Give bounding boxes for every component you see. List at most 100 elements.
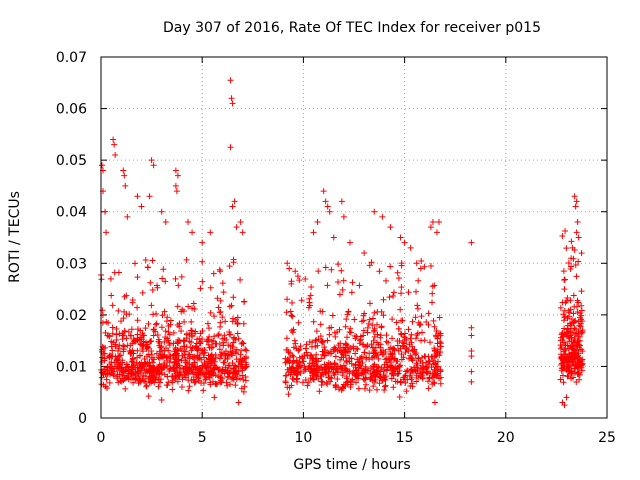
data-point <box>219 367 226 374</box>
data-point <box>557 304 564 311</box>
data-point <box>216 346 223 353</box>
data-point <box>297 343 304 350</box>
data-point <box>307 352 314 359</box>
data-point <box>285 391 292 398</box>
data-point <box>568 238 575 245</box>
data-point <box>147 374 154 381</box>
data-point <box>310 376 317 383</box>
data-point <box>321 352 328 359</box>
data-point <box>344 348 351 355</box>
data-point <box>371 333 378 340</box>
data-point <box>306 295 313 302</box>
data-point <box>408 354 415 361</box>
data-point <box>331 360 338 367</box>
data-point <box>383 355 390 362</box>
data-point <box>117 352 124 359</box>
data-point <box>129 296 136 303</box>
data-point <box>103 229 110 236</box>
data-point <box>564 294 571 301</box>
data-point <box>401 333 408 340</box>
data-point <box>433 352 440 359</box>
data-point <box>209 356 216 363</box>
data-point <box>378 324 385 331</box>
data-point <box>561 286 568 293</box>
data-point <box>324 337 331 344</box>
data-point <box>562 227 569 234</box>
data-point <box>219 375 226 382</box>
data-point <box>122 385 129 392</box>
data-point <box>362 375 369 382</box>
data-point <box>352 350 359 357</box>
data-point <box>432 353 439 360</box>
data-point <box>229 348 236 355</box>
data-point <box>218 349 225 356</box>
data-point <box>364 324 371 331</box>
data-point <box>199 347 206 354</box>
data-point <box>366 262 373 269</box>
data-point <box>382 356 389 363</box>
data-point <box>137 378 144 385</box>
data-point <box>218 352 225 359</box>
data-point <box>309 355 316 362</box>
data-point <box>197 285 204 292</box>
data-point <box>114 348 121 355</box>
data-point <box>223 379 230 386</box>
data-point <box>571 193 578 200</box>
data-point <box>560 357 567 364</box>
data-point <box>408 331 415 338</box>
data-point <box>366 387 373 394</box>
data-point <box>243 355 250 362</box>
data-point <box>169 386 176 393</box>
data-point <box>571 370 578 377</box>
data-point <box>317 333 324 340</box>
data-point <box>468 347 475 354</box>
data-point <box>134 304 141 311</box>
data-point <box>344 378 351 385</box>
data-point <box>191 305 198 312</box>
data-point <box>175 372 182 379</box>
data-point <box>397 362 404 369</box>
data-point <box>328 375 335 382</box>
data-point <box>228 302 235 309</box>
data-point <box>113 325 120 332</box>
data-point <box>227 144 234 151</box>
data-point <box>143 382 150 389</box>
data-point <box>116 330 123 337</box>
data-point <box>396 367 403 374</box>
data-point <box>371 378 378 385</box>
data-point <box>468 332 475 339</box>
data-point <box>396 394 403 401</box>
y-tick-label: 0.02 <box>56 308 87 324</box>
data-point <box>398 356 405 363</box>
data-point <box>425 378 432 385</box>
data-point <box>321 365 328 372</box>
data-point <box>121 343 128 350</box>
data-point <box>575 258 582 265</box>
data-point <box>391 345 398 352</box>
data-point <box>112 151 119 158</box>
data-point <box>118 318 125 325</box>
data-point <box>162 328 169 335</box>
data-point <box>284 296 291 303</box>
data-point <box>560 372 567 379</box>
data-point <box>164 373 171 380</box>
data-point <box>129 357 136 364</box>
data-point <box>575 299 582 306</box>
data-point <box>189 354 196 361</box>
data-point <box>297 370 304 377</box>
data-point <box>403 368 410 375</box>
data-point <box>138 203 145 210</box>
data-point <box>426 357 433 364</box>
data-point <box>339 286 346 293</box>
data-point <box>310 318 317 325</box>
data-point <box>339 384 346 391</box>
data-point <box>565 260 572 267</box>
data-point <box>376 380 383 387</box>
data-point <box>361 385 368 392</box>
data-point <box>355 385 362 392</box>
data-point <box>408 376 415 383</box>
data-point <box>164 314 171 321</box>
data-point <box>121 328 128 335</box>
data-point <box>310 229 317 236</box>
